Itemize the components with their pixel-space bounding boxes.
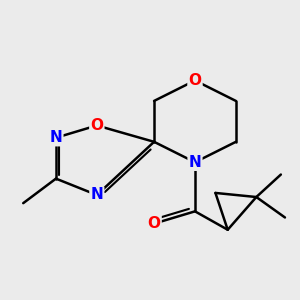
Text: N: N <box>91 188 103 202</box>
Text: O: O <box>90 118 103 133</box>
Text: N: N <box>50 130 62 145</box>
Text: O: O <box>188 73 202 88</box>
Text: N: N <box>189 155 201 170</box>
Text: O: O <box>148 216 160 231</box>
